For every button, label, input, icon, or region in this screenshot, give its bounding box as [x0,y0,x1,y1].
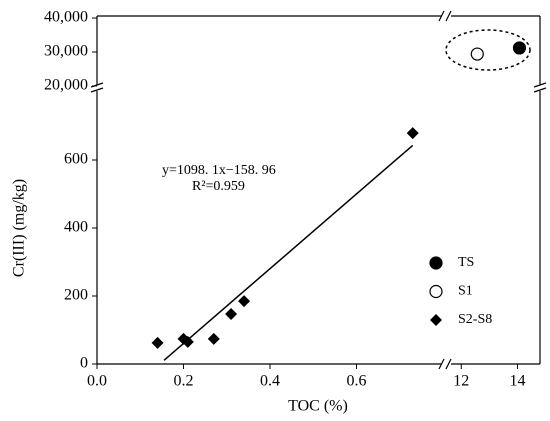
equation: y=1098. 1x−158. 96 [162,163,276,178]
y-tick-label: 30,000 [44,43,88,60]
y-tick-label: 0 [80,355,88,372]
x-tick-label: 14 [510,373,526,390]
diamond-point [181,335,194,348]
y-tick-label: 600 [64,151,88,168]
x-tick-label: 0.0 [87,373,107,390]
legend-label: S1 [458,284,473,299]
highlight-ellipse [445,29,531,71]
frame [96,15,541,365]
y-tick-label: 40,000 [44,9,88,26]
y-axis-label: Cr(III) (mg/kg) [11,179,28,277]
x-axis-label: TOC (%) [288,398,348,415]
legend-label: S2-S8 [458,312,492,327]
x-tick-label: 0.2 [174,373,194,390]
open-circle-point [470,47,484,61]
y-tick-label: 400 [64,219,88,236]
y-tick-label: 200 [64,287,88,304]
r-squared: R²=0.959 [192,179,245,194]
filled-circle-point [512,41,527,55]
x-tick-label: 12 [453,373,469,390]
trendline [163,144,414,361]
axis-breaks [90,10,547,370]
diamond-point [406,127,419,140]
legend-marker [430,314,442,326]
x-tick-label: 0.6 [347,373,367,390]
legend-marker [429,256,443,270]
diamond-point [225,308,238,321]
x-tick-label: 0.4 [260,373,280,390]
diamond-point [207,332,220,345]
y-tick-label: 20,000 [44,77,88,94]
diamond-point [151,336,164,349]
diamond-point [238,295,251,308]
legend-marker [429,284,443,299]
legend-label: TS [458,255,474,270]
